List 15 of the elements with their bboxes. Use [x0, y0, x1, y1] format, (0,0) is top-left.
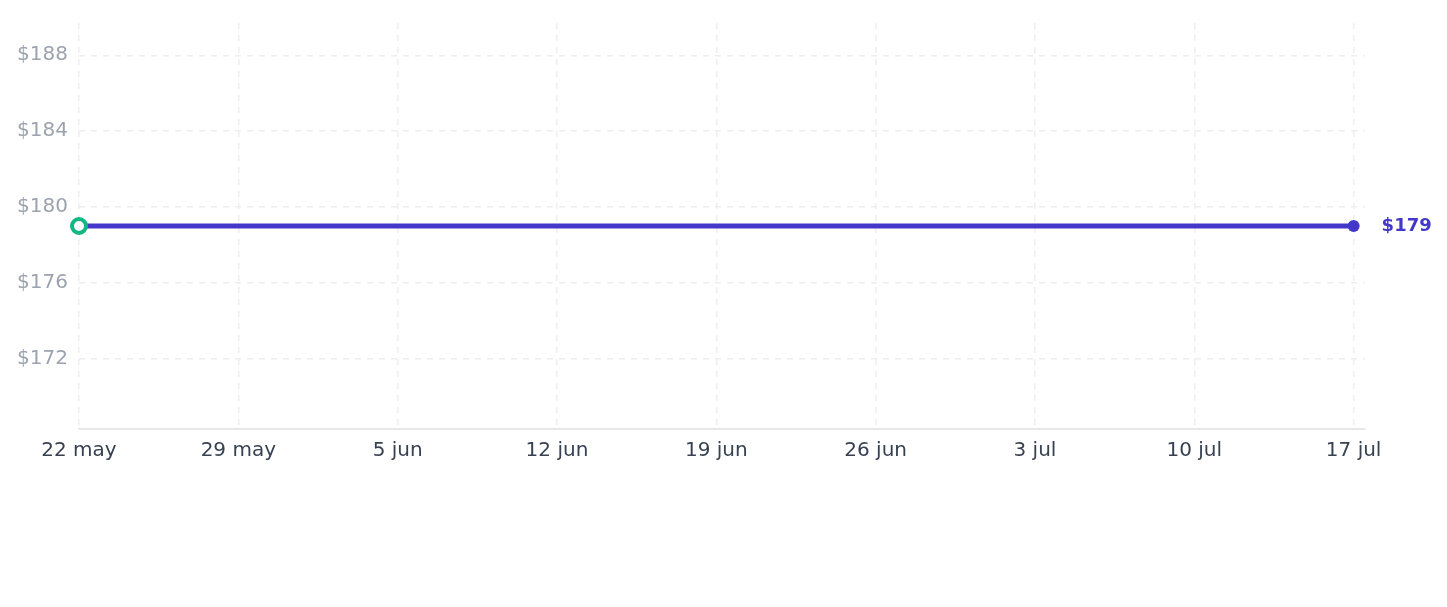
y-tick-label: $172 — [17, 345, 68, 370]
x-tick-label: 12 jun — [525, 437, 589, 462]
x-tick-label: 3 jul — [1013, 437, 1057, 462]
x-tick-label: 5 jun — [372, 437, 423, 462]
data-label: $179 — [1381, 213, 1432, 235]
x-tick-label: 29 may — [200, 437, 277, 462]
x-tick-label: 10 jul — [1166, 437, 1223, 462]
x-tick-label: 19 jun — [684, 437, 748, 462]
y-tick-label: $176 — [17, 269, 68, 294]
x-tick-label: 17 jul — [1325, 437, 1382, 462]
y-tick-label: $184 — [17, 117, 68, 142]
y-tick-label: $180 — [17, 193, 68, 218]
x-tick-label: 22 may — [41, 437, 117, 462]
y-tick-label: $188 — [17, 41, 68, 66]
x-tick-label: 26 jun — [844, 437, 907, 462]
